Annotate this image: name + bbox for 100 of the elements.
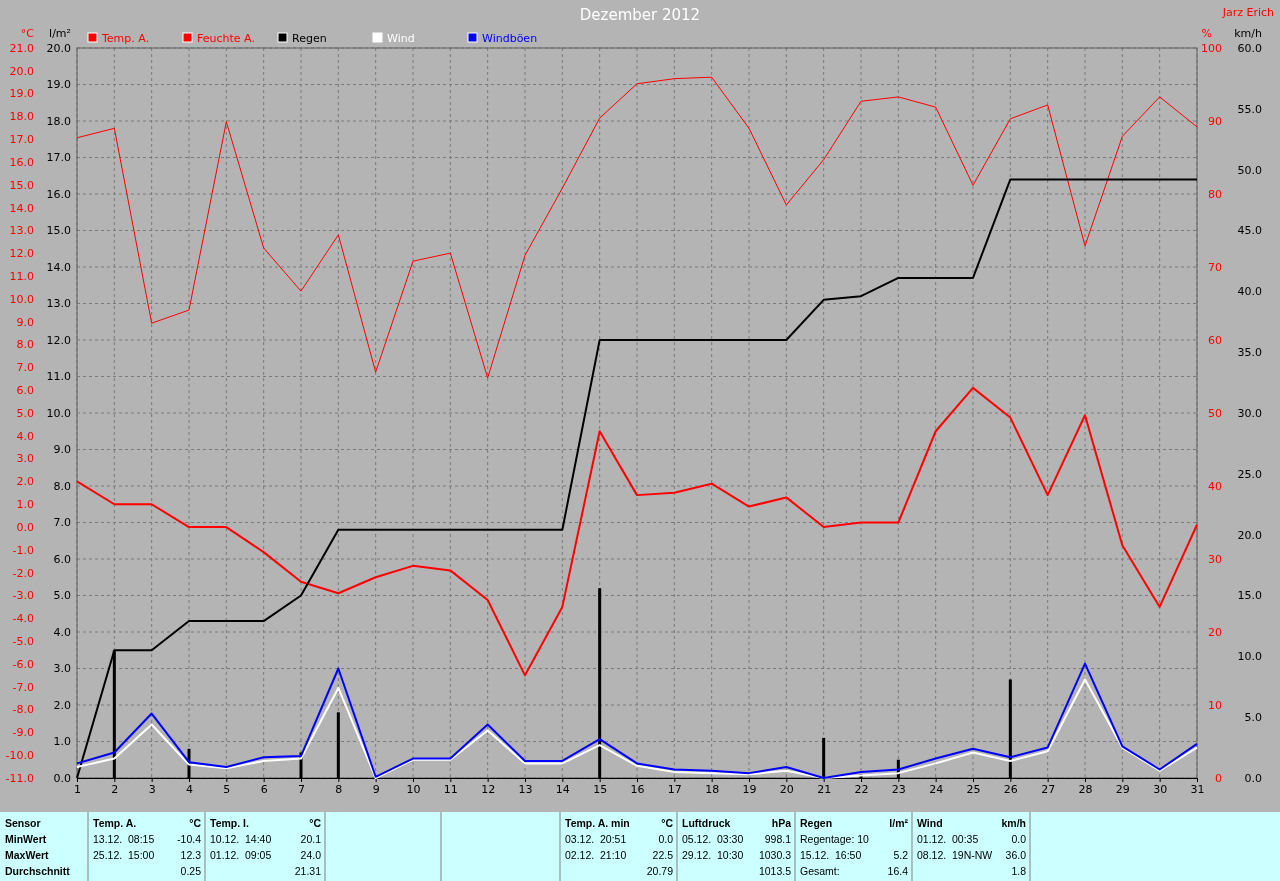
x-tick-label: 18: [705, 782, 720, 796]
text: 08.12. 19N-NW: [917, 849, 993, 861]
y2-tick-label: 6.0: [53, 552, 71, 566]
text: Regen: [800, 817, 833, 829]
text: 03.12. 20:51: [565, 833, 627, 845]
x-tick-label: 15: [593, 782, 608, 796]
y-tick-label: 35.0: [1237, 346, 1262, 360]
text: 0.0: [1011, 833, 1027, 845]
text: 02.12. 21:10: [565, 849, 627, 861]
text: 1.8: [1011, 865, 1027, 877]
y2-tick-label: 16.0: [46, 187, 71, 201]
y3-axis-title: %: [1201, 27, 1212, 40]
y-tick-label: -1.0: [12, 543, 34, 557]
y2-tick-label: 0.0: [53, 771, 71, 785]
x-tick-label: 13: [518, 782, 533, 796]
y-axis-title: km/h: [1234, 27, 1263, 40]
text: 05.12. 03:30: [682, 833, 744, 845]
y-tick-label: 30.0: [1237, 406, 1262, 420]
text: 20.1: [300, 833, 322, 845]
y-tick-label: 40.0: [1237, 285, 1262, 299]
text: 998.1: [764, 833, 792, 845]
y-tick-label: 12.0: [9, 247, 34, 261]
y-tick-label: -4.0: [12, 612, 34, 626]
text: Luftdruck: [682, 817, 731, 829]
y3-tick-label: 60: [1208, 333, 1222, 347]
y-tick-label: 0.0: [16, 520, 34, 534]
y3-tick-label: 0: [1215, 771, 1222, 785]
line-series: [76, 76, 1198, 379]
y-tick-label: -7.0: [12, 680, 34, 694]
x-tick-label: 29: [1115, 782, 1130, 796]
y-tick-label: -6.0: [12, 657, 34, 671]
y-tick-label: 6.0: [16, 384, 34, 398]
chart-title: Dezember 2012: [579, 6, 701, 24]
y2-tick-label: 2.0: [53, 698, 71, 712]
x-tick-label: 6: [260, 782, 268, 796]
y-tick-label: -3.0: [12, 589, 34, 603]
y2-tick-label: 13.0: [46, 297, 71, 311]
y2-tick-label: 3.0: [53, 662, 71, 676]
y-tick-label: 9.0: [16, 315, 34, 329]
text: MaxWert: [5, 849, 50, 861]
y-tick-label: 50.0: [1237, 163, 1262, 177]
text: 0.25: [180, 865, 202, 877]
x-tick-label: 9: [372, 782, 380, 796]
text: 36.0: [1005, 849, 1027, 861]
y-tick-label: 55.0: [1237, 102, 1262, 116]
text: 5.2: [893, 849, 909, 861]
text: l/m²: [889, 817, 909, 829]
y-tick-label: 13.0: [9, 224, 34, 238]
y2-tick-label: 18.0: [46, 114, 71, 128]
y-axis-title: °C: [20, 27, 35, 40]
text: 01.12. 09:05: [210, 849, 272, 861]
y-tick-label: 60.0: [1237, 41, 1262, 55]
x-tick-label: 25: [966, 782, 981, 796]
y3-tick-label: 10: [1208, 698, 1222, 712]
y-tick-label: 0.0: [1244, 771, 1262, 785]
y-tick-label: 21.0: [9, 41, 34, 55]
y-tick-label: 8.0: [16, 338, 34, 352]
y-tick-label: 14.0: [9, 201, 34, 215]
y2-tick-label: 17.0: [46, 151, 71, 165]
text: 16.4: [887, 865, 909, 877]
y2-axis-title: l/m²: [49, 27, 71, 40]
text: 29.12. 10:30: [682, 849, 744, 861]
y3-tick-label: 40: [1208, 479, 1222, 493]
text: °C: [661, 817, 674, 829]
x-tick-label: 8: [335, 782, 343, 796]
text: MinWert: [5, 833, 47, 845]
text: Wind: [917, 817, 943, 829]
x-tick-label: 4: [186, 782, 193, 796]
x-tick-label: 31: [1190, 782, 1205, 796]
text: 25.12. 15:00: [93, 849, 155, 861]
y3-tick-label: 70: [1208, 260, 1222, 274]
x-tick-label: 20: [779, 782, 794, 796]
y3-tick-label: 90: [1208, 114, 1222, 128]
y-tick-label: 1.0: [16, 498, 34, 512]
text: °C: [189, 817, 202, 829]
text: 1013.5: [758, 865, 792, 877]
text: Sensor: [5, 817, 41, 829]
y2-tick-label: 15.0: [46, 224, 71, 238]
y-tick-label: 2.0: [16, 475, 34, 489]
y2-tick-label: 1.0: [53, 735, 71, 749]
text: Durchschnitt: [5, 865, 71, 877]
x-tick-label: 10: [406, 782, 421, 796]
y-tick-label: 7.0: [16, 361, 34, 375]
y2-tick-label: 4.0: [53, 625, 71, 639]
text: Temp. I.: [210, 817, 249, 829]
line-series: [76, 386, 1198, 677]
bar: [822, 737, 826, 778]
legend-label: Feuchte A.: [197, 32, 255, 45]
legend-label: Windböen: [482, 32, 538, 45]
text: Jarz Erich: [1221, 6, 1275, 19]
x-tick-label: 2: [111, 782, 119, 796]
text: km/h: [1001, 817, 1026, 829]
x-tick-label: 21: [817, 782, 832, 796]
text: 22.5: [652, 849, 674, 861]
text: Temp. A. min: [565, 817, 630, 829]
y-tick-label: 18.0: [9, 110, 34, 124]
y2-tick-label: 12.0: [46, 333, 71, 347]
y2-tick-label: 8.0: [53, 479, 71, 493]
legend-label: Regen: [292, 32, 327, 45]
y-tick-label: 45.0: [1237, 224, 1262, 238]
